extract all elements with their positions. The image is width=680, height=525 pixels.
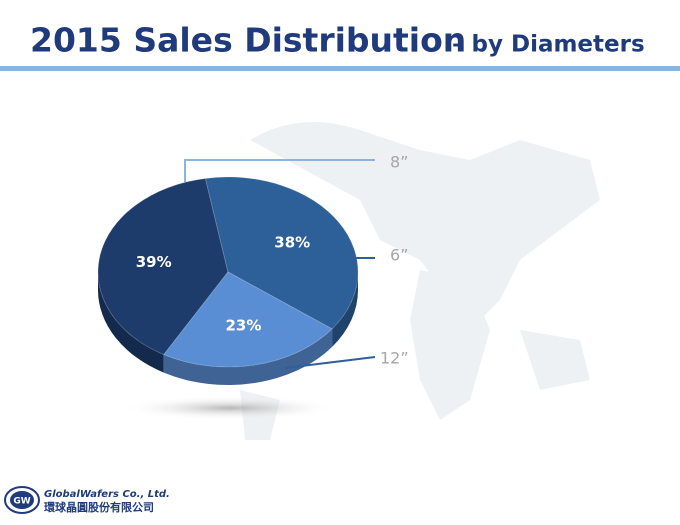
value-label: 38%	[274, 234, 310, 252]
legend-label: 12”	[380, 349, 409, 368]
subtitle: – by Diameters	[452, 32, 645, 58]
logo-ring	[4, 486, 40, 514]
pie-slice	[204, 176, 359, 330]
leader-lines	[184, 159, 376, 369]
leader-line	[284, 356, 376, 369]
value-label: 23%	[225, 316, 261, 334]
value-label: 39%	[136, 253, 172, 271]
pie-side	[163, 328, 333, 385]
pie-shadow	[120, 396, 340, 420]
company-local-name: 環球晶圓股份有限公司	[44, 500, 154, 514]
logo-mark	[10, 491, 34, 509]
footer-logo: GW GlobalWafers Co., Ltd. 環球晶圓股份有限公司	[4, 486, 170, 514]
title-rule	[0, 66, 680, 71]
pie: 39% 38% 23%	[97, 176, 359, 385]
pie-slice	[162, 271, 333, 368]
legend-label: 6”	[390, 246, 408, 265]
company-name: GlobalWafers Co., Ltd.	[44, 489, 170, 500]
pie-side	[332, 272, 358, 347]
logo-text: GW	[13, 497, 30, 507]
pie-side	[98, 272, 164, 373]
leader-line	[184, 159, 375, 182]
title: 2015 Sales Distribution	[30, 21, 466, 60]
pie-slice	[97, 177, 229, 356]
legend-label: 8”	[390, 153, 408, 172]
